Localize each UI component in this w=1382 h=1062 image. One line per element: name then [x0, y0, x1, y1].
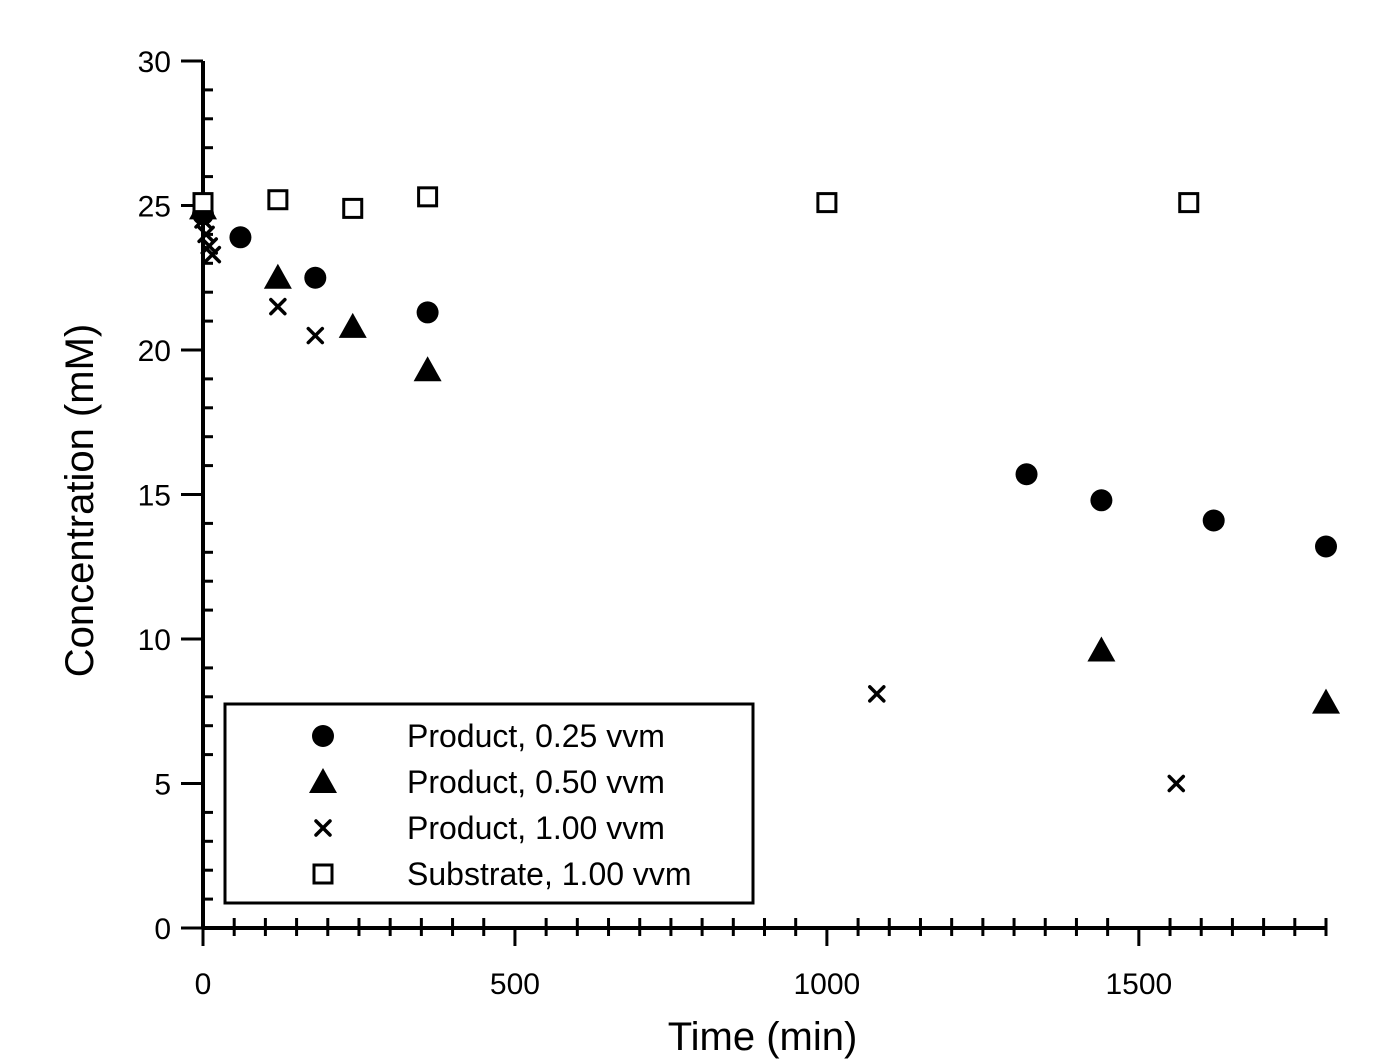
- y-tick-label: 0: [154, 913, 171, 946]
- series-3: [194, 211, 1186, 793]
- data-point: [194, 211, 212, 229]
- tick-labels: 0 5 10 15 20 25 30 0 500 1000 1500: [138, 46, 1173, 1001]
- data-point: [338, 312, 367, 338]
- data-point: [1015, 463, 1038, 486]
- x-axis-title: Time (min): [668, 1015, 858, 1059]
- legend-label: Product, 0.25 vvm: [407, 718, 665, 754]
- legend-marker: [312, 863, 334, 885]
- legend-marker: [314, 819, 332, 837]
- data-point: [1202, 509, 1225, 532]
- legend-label: Product, 0.50 vvm: [407, 764, 665, 800]
- x-tick-label: 1500: [1105, 968, 1172, 1001]
- y-tick-label: 10: [138, 624, 171, 657]
- legend-label: Product, 1.00 vvm: [407, 810, 665, 846]
- x-tick-label: 1000: [794, 968, 861, 1001]
- legend: Product, 0.25 vvm Product, 0.50 vvm Produc…: [223, 702, 755, 905]
- data-point: [1178, 192, 1200, 214]
- data-points: [189, 186, 1340, 793]
- legend-marker: [309, 768, 337, 793]
- data-point: [868, 685, 886, 703]
- y-axis-title: Concentration (mM): [58, 324, 102, 677]
- data-point: [413, 356, 442, 382]
- series-4: [192, 186, 1200, 219]
- data-point: [1312, 688, 1340, 714]
- data-point: [342, 197, 364, 219]
- y-tick-label: 30: [138, 46, 171, 79]
- y-tick-label: 20: [138, 335, 171, 368]
- legend-label: Substrate, 1.00 vvm: [407, 856, 692, 892]
- data-point: [416, 301, 439, 324]
- data-point: [1315, 535, 1337, 558]
- data-point: [267, 189, 289, 211]
- data-point: [304, 266, 327, 289]
- data-point: [816, 192, 838, 214]
- x-tick-label: 0: [195, 968, 212, 1001]
- data-point: [269, 297, 287, 316]
- data-point: [1087, 636, 1116, 662]
- data-point: [263, 263, 292, 289]
- data-point: [417, 186, 439, 208]
- series-2: [189, 194, 1340, 714]
- y-tick-label: 5: [154, 769, 171, 802]
- data-point: [192, 192, 214, 214]
- y-tick-label: 15: [138, 480, 171, 513]
- y-tick-label: 25: [138, 191, 171, 224]
- x-tick-label: 500: [490, 968, 540, 1001]
- legend-marker: [312, 725, 334, 747]
- data-point: [229, 226, 252, 249]
- axis-ticks: [181, 59, 1328, 946]
- data-point: [1167, 774, 1186, 793]
- series-1: [192, 203, 1337, 558]
- data-point: [203, 245, 222, 264]
- data-point: [306, 326, 325, 345]
- data-point: [1090, 489, 1113, 512]
